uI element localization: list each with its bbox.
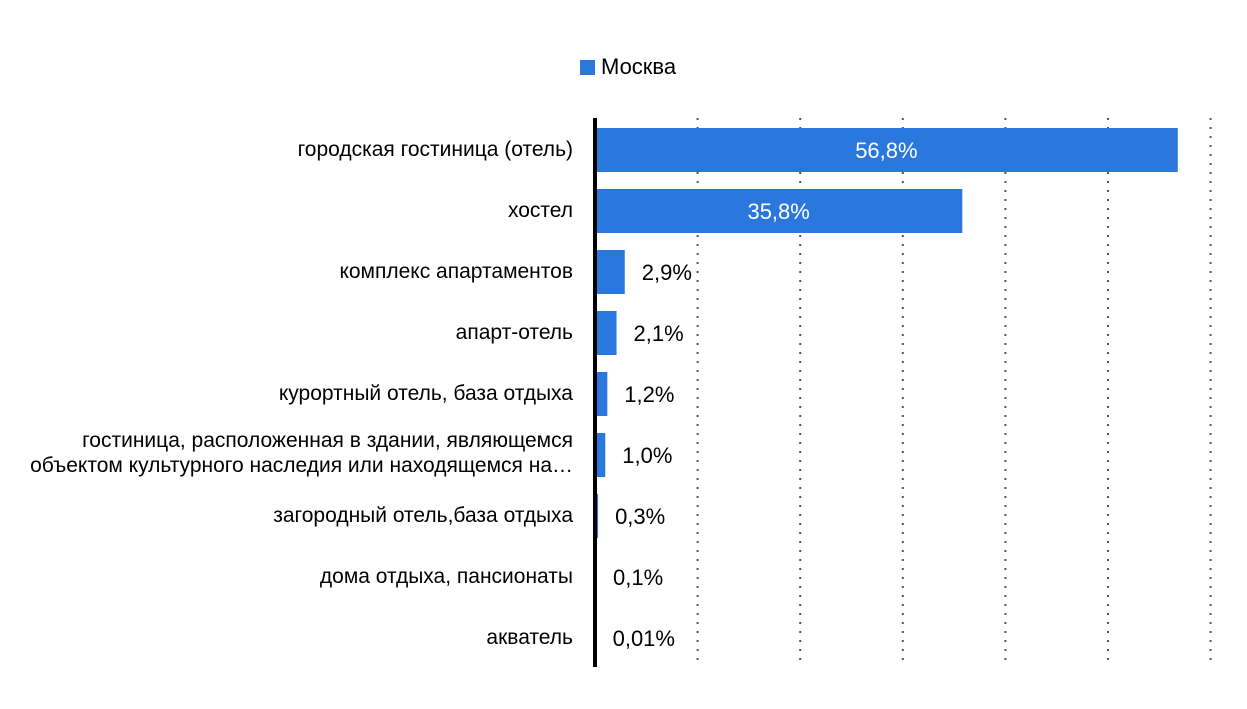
data-label: 1,0% <box>622 443 672 468</box>
bar <box>595 250 625 294</box>
category-label: городская гостиница (отель) <box>297 138 573 161</box>
category-label: курортный отель, база отдыха <box>278 382 573 405</box>
bar <box>595 189 963 233</box>
data-label: 0,3% <box>615 504 665 529</box>
category-label: хостел <box>507 199 573 222</box>
category-label: апарт-отель <box>455 321 573 344</box>
value-labels: 56,8% 35,8% 2,9% 2,1% 1,2% 1,0% 0,3% 0,1% 0,01% <box>613 138 918 651</box>
data-label: 2,1% <box>634 321 684 346</box>
data-label: 0,01% <box>613 626 675 651</box>
legend-label: Москва <box>601 54 677 79</box>
data-label: 35,8% <box>747 199 809 224</box>
data-label: 2,9% <box>642 260 692 285</box>
bar <box>595 372 608 416</box>
data-label: 0,1% <box>613 565 663 590</box>
data-label: 1,2% <box>624 382 674 407</box>
category-label: загородный отель,база отдыха <box>273 504 573 527</box>
bar <box>595 433 606 477</box>
bars <box>595 128 1178 660</box>
category-label: комплекс апартаментов <box>339 260 573 283</box>
category-label: акватель <box>486 626 573 649</box>
legend: Москва <box>580 53 676 81</box>
category-label: гостиница, расположенная в здании, являю… <box>30 429 573 477</box>
legend-swatch <box>580 59 595 75</box>
bar <box>595 311 617 355</box>
bar <box>595 128 1178 172</box>
category-label: дома отдыха, пансионаты <box>319 565 573 588</box>
data-label: 56,8% <box>855 138 917 163</box>
